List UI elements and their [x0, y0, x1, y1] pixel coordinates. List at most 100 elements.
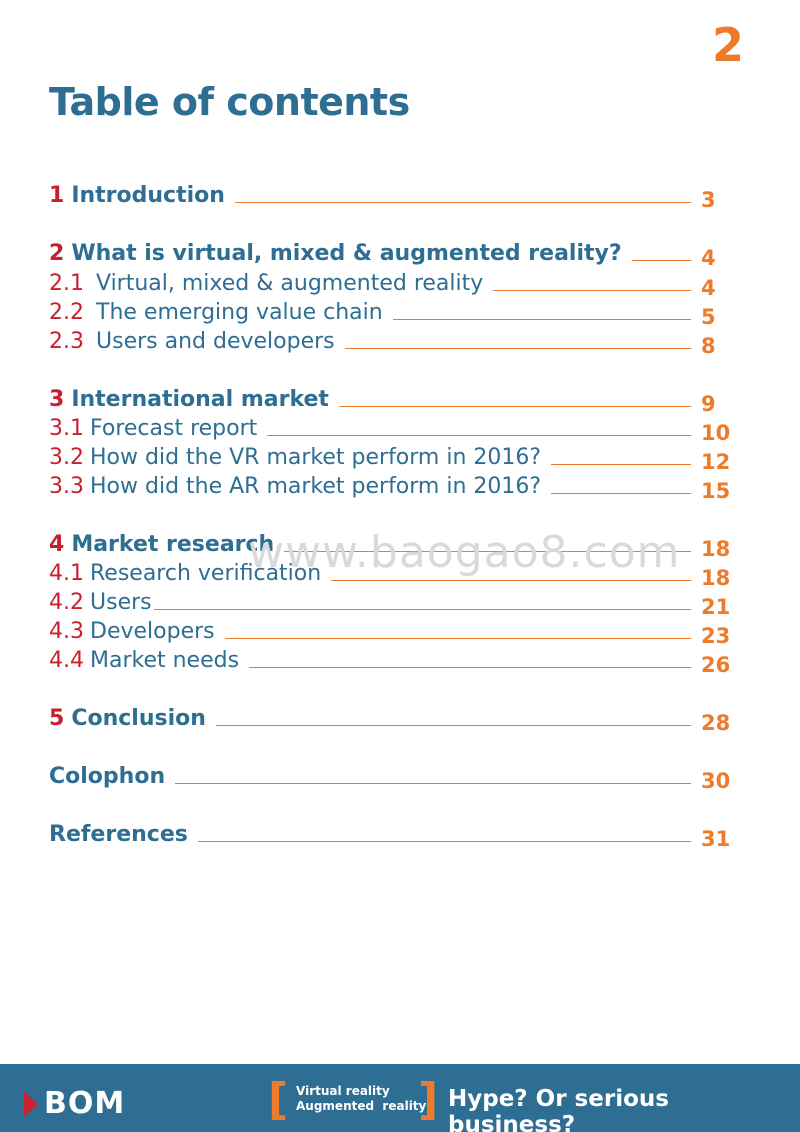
toc-entry-2-2[interactable]: 2.2 The emerging value chain 5	[49, 295, 739, 329]
toc-entry-label: 5 Conclusion	[49, 706, 206, 731]
toc-page-number: 8	[701, 334, 716, 358]
toc-entry-title: Developers	[90, 619, 215, 644]
toc-entry-colophon[interactable]: Colophon 30	[49, 759, 739, 793]
toc-leader-line	[215, 725, 691, 726]
toc-page-number: 4	[701, 276, 716, 300]
toc-leader-line	[249, 667, 691, 668]
toc-entry-title: The emerging value chain	[96, 300, 383, 325]
toc-entry-title: Research verification	[90, 561, 322, 586]
toc-entry-2-1[interactable]: 2.1 Virtual, mixed & augmented reality 4	[49, 266, 739, 300]
toc-page-number: 3	[701, 188, 716, 212]
toc-entry-number: 4.1	[49, 561, 84, 586]
toc-leader-line	[551, 464, 691, 465]
toc-entry-number: 3.1	[49, 416, 84, 441]
toc-page-number: 9	[701, 392, 716, 416]
toc-entry-label: 3 International market	[49, 387, 329, 412]
toc-entry-2-3[interactable]: 2.3 Users and developers 8	[49, 324, 739, 358]
toc-entry-label: 3.2 How did the VR market perform in 2016…	[49, 445, 541, 470]
toc-entry-label: 4.3 Developers	[49, 619, 215, 644]
footer-bar: BOM [ Virtual reality Augmented reality …	[0, 1064, 800, 1132]
toc-entry-number: 3.3	[49, 474, 84, 499]
toc-leader-line	[392, 319, 691, 320]
toc-entry-number: 3.2	[49, 445, 84, 470]
toc-page-number: 26	[701, 653, 731, 677]
toc-entry-label: 1 Introduction	[49, 183, 225, 208]
toc-entry-title: Forecast report	[90, 416, 258, 441]
toc-entry-1[interactable]: 1 Introduction 3	[49, 178, 739, 212]
toc-leader-line	[153, 609, 691, 610]
toc-entry-title: How did the VR market perform in 2016?	[90, 445, 542, 470]
toc-entry-3[interactable]: 3 International market 9	[49, 382, 739, 416]
toc-entry-3-2[interactable]: 3.2 How did the VR market perform in 2016…	[49, 440, 739, 474]
toc-page-number: 18	[701, 537, 731, 561]
left-bracket: [	[268, 1074, 289, 1125]
toc-entry-label: 4.4 Market needs	[49, 648, 239, 673]
toc-entry-label: References	[49, 822, 188, 847]
footer-tagline: Hype? Or serious business?	[448, 1086, 669, 1132]
toc-entry-title: Virtual, mixed & augmented reality	[96, 271, 484, 296]
toc-entry-number: 5	[49, 706, 65, 731]
toc-page-number: 4	[701, 246, 716, 270]
toc-entry-3-1[interactable]: 3.1 Forecast report 10	[49, 411, 739, 445]
toc-entry-5[interactable]: 5 Conclusion 28	[49, 701, 739, 735]
toc-leader-line	[493, 290, 691, 291]
page-number: 2	[711, 18, 744, 72]
toc-entry-number: 4.4	[49, 648, 84, 673]
toc-leader-line	[344, 348, 691, 349]
logo-text: BOM	[44, 1086, 126, 1121]
toc-entry-number: 2.2	[49, 300, 84, 325]
toc-entry-label: 3.1 Forecast report	[49, 416, 257, 441]
toc-entry-title: What is virtual, mixed & augmented reali…	[71, 241, 622, 266]
toc-entry-3-3[interactable]: 3.3 How did the AR market perform in 2016…	[49, 469, 739, 503]
toc-page-number: 21	[701, 595, 731, 619]
toc-page-number: 10	[701, 421, 731, 445]
toc-entry-4-3[interactable]: 4.3 Developers 23	[49, 614, 739, 648]
toc-entry-label: 4.1 Research verification	[49, 561, 321, 586]
toc-entry-label: 2.1 Virtual, mixed & augmented reality	[49, 271, 483, 296]
toc-page-number: 5	[701, 305, 716, 329]
toc-page-number: 23	[701, 624, 731, 648]
toc-entry-2[interactable]: 2 What is virtual, mixed & augmented real…	[49, 236, 739, 270]
toc-page-number: 30	[701, 769, 731, 793]
toc-leader-line	[338, 406, 691, 407]
tag-augmented-reality: Augmented reality	[296, 1099, 427, 1113]
toc-leader-line	[197, 841, 691, 842]
toc-entry-4-2[interactable]: 4.2 Users 21	[49, 585, 739, 619]
toc-entry-4[interactable]: 4 Market research 18	[49, 527, 739, 561]
toc-entry-title: References	[49, 822, 188, 847]
toc-entry-4-1[interactable]: 4.1 Research verification 18	[49, 556, 739, 590]
toc-entry-label: 3.3 How did the AR market perform in 2016…	[49, 474, 541, 499]
toc-leader-line	[224, 638, 691, 639]
toc-entry-number: 2	[49, 241, 65, 266]
toc-leader-line	[284, 551, 691, 552]
toc-entry-number: 1	[49, 183, 65, 208]
toc-entry-4-4[interactable]: 4.4 Market needs 26	[49, 643, 739, 677]
toc-entry-label: 2.3 Users and developers	[49, 329, 335, 354]
page-title: Table of contents	[49, 80, 410, 124]
toc-entry-title: Users and developers	[96, 329, 335, 354]
toc-leader-line	[631, 260, 691, 261]
toc-entry-title: Market research	[71, 532, 275, 557]
toc-entry-title: International market	[71, 387, 329, 412]
toc-page-number: 12	[701, 450, 731, 474]
toc-entry-label: 4.2 Users	[49, 590, 152, 615]
toc-leader-line	[175, 783, 691, 784]
toc-page-number: 15	[701, 479, 731, 503]
toc-entry-number: 2.1	[49, 271, 84, 296]
toc-entry-number: 4.2	[49, 590, 84, 615]
toc-page-number: 28	[701, 711, 731, 735]
toc-entry-number: 2.3	[49, 329, 84, 354]
toc-entry-number: 3	[49, 387, 65, 412]
tag-virtual-reality: Virtual reality	[296, 1084, 390, 1098]
toc-leader-line	[551, 493, 691, 494]
toc-entry-title: Users	[90, 590, 152, 615]
toc-entry-label: 2.2 The emerging value chain	[49, 300, 383, 325]
toc-page-number: 18	[701, 566, 731, 590]
toc-entry-label: 4 Market research	[49, 532, 274, 557]
toc-leader-line	[267, 435, 691, 436]
toc-entry-number: 4	[49, 532, 65, 557]
logo-arrow-icon	[24, 1090, 38, 1117]
toc-entry-references[interactable]: References 31	[49, 817, 739, 851]
toc-entry-title: How did the AR market perform in 2016?	[90, 474, 542, 499]
bom-logo: BOM	[24, 1086, 125, 1121]
